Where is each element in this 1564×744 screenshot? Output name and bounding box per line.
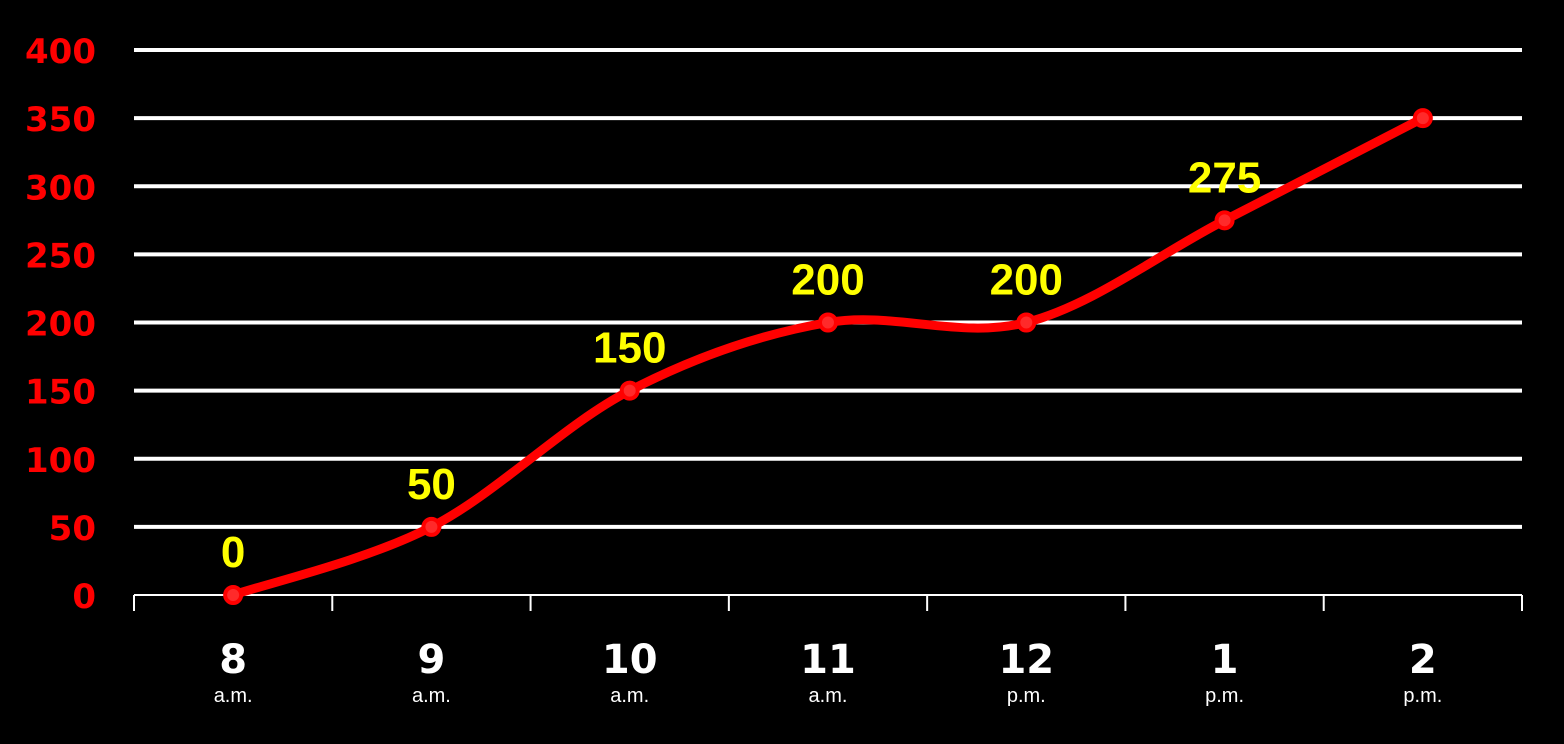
y-tick-label: 0: [72, 577, 96, 617]
x-tick-label: 10: [602, 637, 658, 683]
x-tick-sublabel: a.m.: [412, 685, 451, 707]
x-tick-label: 11: [800, 637, 856, 683]
data-point: [223, 585, 244, 605]
data-label: 200: [791, 256, 864, 305]
data-point: [619, 380, 640, 401]
y-tick-label: 250: [25, 236, 96, 276]
data-label: 150: [593, 324, 666, 373]
data-labels: 0 50 150 200 200 275: [221, 153, 1261, 577]
x-tick-sublabel: a.m.: [809, 685, 848, 707]
data-point: [1412, 108, 1433, 129]
x-tick-sublabel: p.m.: [1205, 685, 1244, 707]
data-label: 200: [990, 256, 1063, 305]
y-tick-label: 400: [25, 32, 96, 72]
x-tick-label: 2: [1409, 637, 1437, 683]
x-tick-label: 9: [418, 637, 446, 683]
x-tick-label: 8: [219, 637, 247, 683]
x-tick-sublabel: a.m.: [610, 685, 649, 707]
x-tick-label: 12: [998, 637, 1054, 683]
data-point: [1016, 312, 1037, 333]
y-tick-label: 150: [25, 373, 96, 413]
x-tick-sublabel: p.m.: [1403, 685, 1442, 707]
data-point: [421, 516, 442, 537]
y-tick-label: 350: [25, 100, 96, 140]
data-label: 275: [1188, 153, 1261, 202]
y-tick-label: 100: [25, 441, 96, 481]
data-label: 0: [221, 528, 245, 577]
y-axis-labels: 0 50 100 150 200 250 300 350 400: [25, 32, 96, 617]
x-tick-label: 1: [1211, 637, 1239, 683]
data-points: [223, 108, 1433, 605]
x-axis: [133, 594, 1523, 611]
data-point: [1214, 210, 1235, 231]
data-label: 50: [407, 460, 456, 509]
data-point: [818, 312, 838, 333]
x-tick-sublabel: p.m.: [1007, 685, 1046, 707]
y-tick-label: 300: [25, 168, 96, 208]
y-tick-label: 50: [49, 509, 96, 549]
grid-lines: [134, 48, 1522, 529]
x-axis-labels: 8a.m.9a.m.10a.m.11a.m.12p.m.1p.m.2p.m.: [214, 637, 1443, 707]
x-tick-sublabel: a.m.: [214, 685, 253, 707]
y-tick-label: 200: [25, 305, 96, 345]
